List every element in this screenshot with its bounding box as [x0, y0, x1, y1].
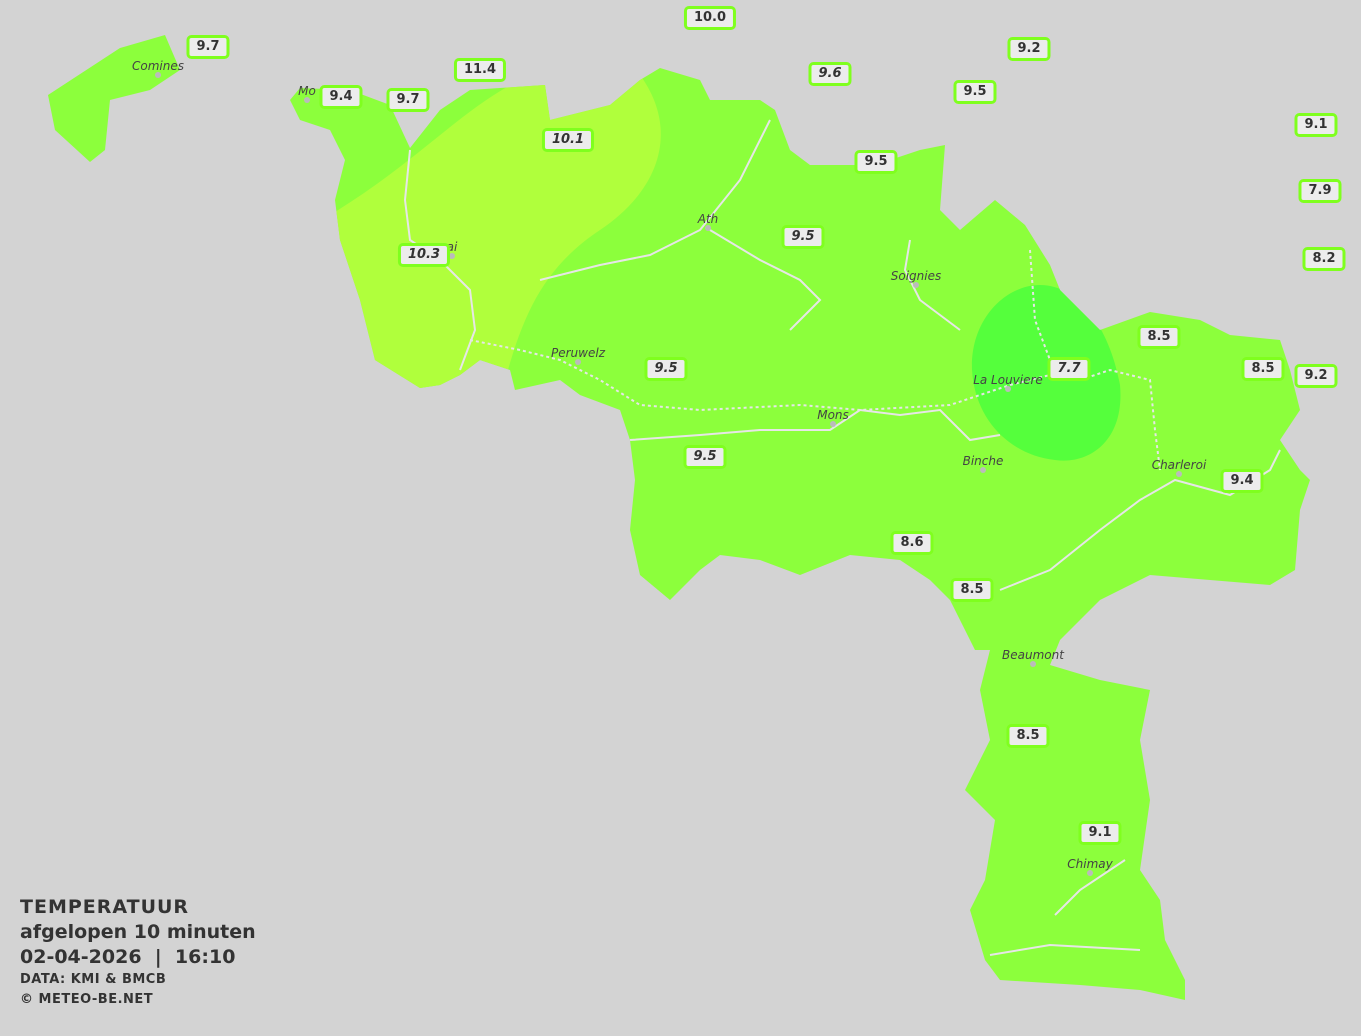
station-temperature-label[interactable]: 8.5: [1137, 325, 1181, 349]
data-source: DATA: KMI & BMCB: [20, 972, 167, 987]
station-temperature-label[interactable]: 9.5: [781, 225, 825, 249]
map-title: TEMPERATUUR: [20, 896, 190, 918]
city-marker: [1030, 661, 1036, 667]
city-marker: [913, 282, 919, 288]
station-temperature-label[interactable]: 10.3: [397, 243, 451, 267]
copyright: © METEO-BE.NET: [20, 992, 154, 1007]
station-temperature-label[interactable]: 9.5: [953, 80, 997, 104]
city-marker: [980, 467, 986, 473]
city-label: Comines: [132, 59, 184, 73]
station-temperature-label[interactable]: 10.0: [683, 6, 737, 30]
city-marker: [1176, 471, 1182, 477]
city-marker: [1087, 870, 1093, 876]
city-label: Mons: [817, 408, 849, 422]
city-label: Beaumont: [1002, 648, 1064, 662]
city-label: La Louviere: [973, 373, 1043, 387]
city-label: Charleroi: [1151, 458, 1207, 472]
city-marker: [304, 97, 310, 103]
station-temperature-label[interactable]: 9.1: [1078, 821, 1122, 845]
city-marker: [830, 421, 836, 427]
station-temperature-label[interactable]: 8.5: [1241, 357, 1285, 381]
station-temperature-label[interactable]: 10.1: [541, 128, 595, 152]
station-temperature-label[interactable]: 7.9: [1298, 179, 1342, 203]
zone-below-8: [971, 285, 1121, 461]
map-legend: TEMPERATUUR afgelopen 10 minuten 02-04-2…: [20, 895, 256, 1010]
city-marker: [155, 72, 161, 78]
zone-above-10: [330, 75, 661, 400]
station-temperature-label[interactable]: 11.4: [453, 58, 507, 82]
station-temperature-label[interactable]: 8.5: [950, 578, 994, 602]
city-label: ai: [446, 240, 458, 254]
city-label: Chimay: [1067, 857, 1113, 871]
station-temperature-label[interactable]: 9.4: [1220, 469, 1264, 493]
station-temperature-label[interactable]: 9.5: [854, 150, 898, 174]
city-marker: [705, 225, 711, 231]
station-temperature-label[interactable]: 9.6: [808, 62, 852, 86]
station-temperature-label[interactable]: 9.2: [1007, 37, 1051, 61]
city-marker: [1005, 386, 1011, 392]
borders: [469, 249, 1161, 471]
city-marker: [449, 253, 455, 259]
station-temperature-label[interactable]: 7.7: [1047, 357, 1091, 381]
city-label: Peruwelz: [551, 346, 605, 360]
city-label: Binche: [962, 454, 1004, 468]
station-temperature-label[interactable]: 9.7: [386, 88, 430, 112]
city-marker: [575, 359, 581, 365]
map-subtitle: afgelopen 10 minuten: [20, 921, 256, 943]
station-temperature-label[interactable]: 9.2: [1294, 364, 1338, 388]
station-temperature-label[interactable]: 8.6: [890, 531, 934, 555]
city-label: Soignies: [890, 269, 942, 283]
station-temperature-label[interactable]: 9.5: [683, 445, 727, 469]
city-label: Ath: [697, 212, 719, 226]
station-temperature-label[interactable]: 9.1: [1294, 113, 1338, 137]
station-temperature-label[interactable]: 9.4: [319, 85, 363, 109]
station-temperature-label[interactable]: 8.5: [1006, 724, 1050, 748]
station-temperature-label[interactable]: 9.5: [644, 357, 688, 381]
province-shape: [48, 35, 1310, 1000]
city-label: Mo: [298, 84, 316, 98]
station-temperature-label[interactable]: 8.2: [1302, 247, 1346, 271]
station-temperature-label[interactable]: 9.7: [186, 35, 230, 59]
map-datetime: 02-04-2026 | 16:10: [20, 946, 236, 968]
